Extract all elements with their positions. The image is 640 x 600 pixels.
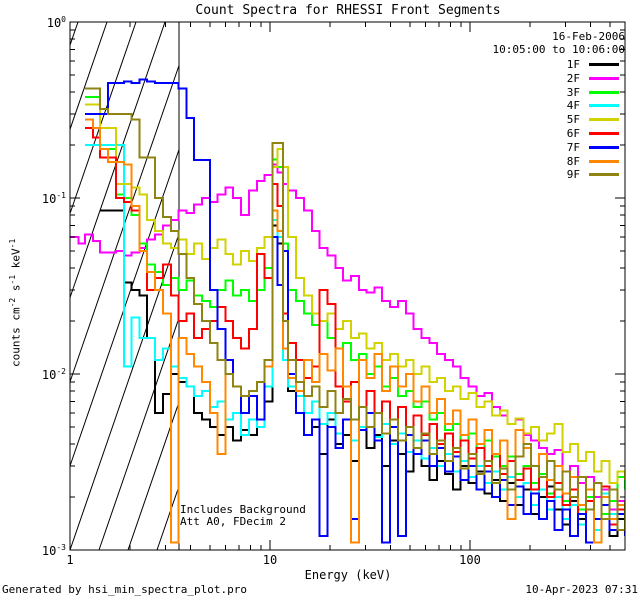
x-tick-label-10: 10 [262,553,278,567]
series-line-5F [85,103,625,485]
hatch-line [156,485,179,550]
tick-exp: -3 [56,543,66,552]
series-line-1F [99,209,625,538]
y-axis-title: counts cm-2 s-1 keV-1 [8,239,23,367]
observation-time-range: 10:05:00 to 10:06:00 [492,43,625,56]
y-tick-label-1e0: 100 [22,15,66,30]
series-line-2F [70,163,625,516]
y-tick-label-1e-2: 10-2 [22,367,66,382]
hatch-line [70,64,179,384]
hatch-line [215,22,397,550]
hatch-line [70,22,166,300]
observation-date: 16-Feb-2006 [552,30,625,43]
footer-generated-by: Generated by hsi_min_spectra_plot.pro [2,583,248,596]
annotation-attenuator-state: Att A0, FDecim 2 [180,515,286,528]
hatch-line [70,232,179,550]
tick-base: 10 [41,368,57,382]
hatch-line [98,316,179,550]
tick-exp: -1 [56,191,66,200]
series-line-3F [85,96,625,516]
x-axis-label: Energy (keV) [304,568,392,582]
hatch-line [127,401,179,550]
y-title-sup: -1 [8,238,17,249]
y-title-sup: -2 [8,297,17,308]
footer-timestamp: 10-Apr-2023 07:31 [525,583,638,596]
tick-exp: -2 [56,367,66,376]
tick-base: 10 [41,192,57,206]
hatch-line [70,22,108,131]
y-tick-label-1e-3: 10-3 [22,543,66,558]
y-title-text: keV [9,248,23,275]
chart-title: Count Spectra for RHESSI Front Segments [195,3,501,18]
x-tick-label-1: 1 [66,553,74,567]
y-tick-label-1e-1: 10-1 [22,191,66,206]
tick-base: 10 [41,544,57,558]
x-tick-label-100: 100 [459,553,481,567]
series-line-8F [85,118,625,544]
y-title-text: s [9,284,23,298]
y-title-sup: -1 [8,274,17,285]
series-line-9F [85,87,625,531]
tick-base: 10 [46,16,62,30]
y-title-text: counts cm [9,307,23,367]
annotation-includes-background: Includes Background [180,503,306,516]
tick-exp: 0 [61,15,66,24]
plot-frame [69,21,626,551]
